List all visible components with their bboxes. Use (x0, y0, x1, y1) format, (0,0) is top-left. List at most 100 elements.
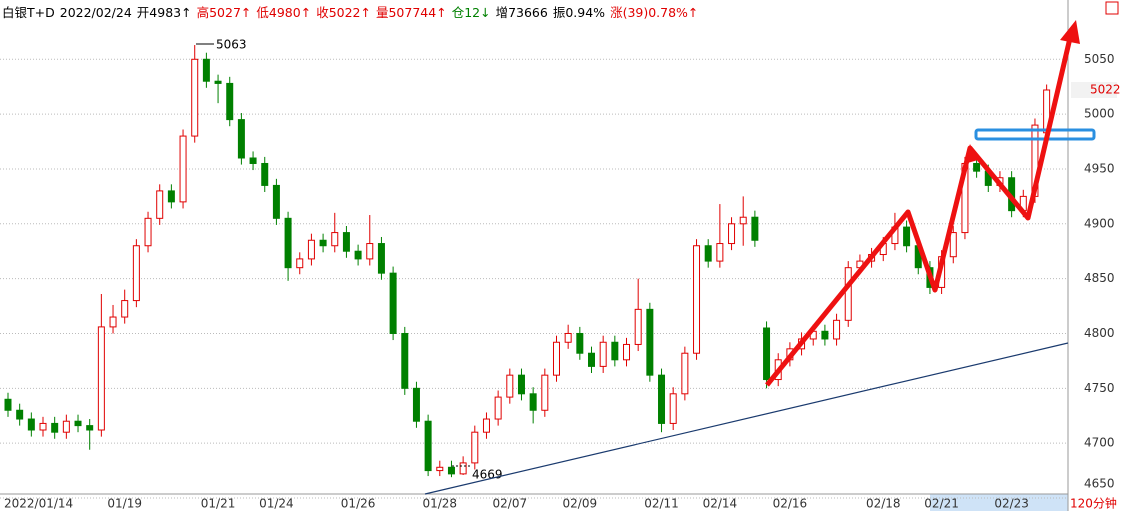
candle-body (109, 316, 117, 328)
y-tick-label: 4900 (1084, 216, 1115, 230)
candle-body (833, 319, 841, 340)
candle-body (506, 374, 514, 398)
candle-body (541, 374, 549, 411)
x-tick-label: 01/19 (107, 497, 142, 511)
header-item: 量507744↑ (375, 5, 447, 20)
x-tick-label: 02/23 (994, 497, 1029, 511)
candle-body (4, 398, 12, 411)
candle-body (646, 308, 654, 376)
candle-body (226, 82, 234, 121)
candle-body (669, 393, 677, 424)
annotation: 5063 (216, 38, 247, 52)
y-tick-label: 4800 (1084, 326, 1115, 340)
candle-body (494, 396, 502, 420)
candle-body (74, 420, 82, 427)
y-tick-label: 4700 (1084, 436, 1115, 450)
y-tick-label: 5000 (1084, 107, 1115, 121)
candle-body (482, 418, 490, 433)
candle-body (27, 418, 35, 431)
candle-body (517, 374, 525, 395)
y-tick-label: 4950 (1084, 161, 1115, 175)
candle-body (949, 232, 957, 258)
x-tick-label: 01/28 (422, 497, 457, 511)
candle-body (237, 119, 245, 159)
candle-body (214, 80, 222, 84)
candle-body (366, 243, 374, 260)
candle-body (296, 258, 304, 269)
candle-body (331, 232, 339, 247)
drawn-arrow (765, 37, 1073, 387)
header-item: 涨(39)0.78%↑ (610, 5, 699, 20)
candle-body (86, 425, 94, 431)
candle-body (681, 352, 689, 395)
y-tick-label: 4650 (1084, 477, 1115, 491)
candle-body (424, 420, 432, 472)
header-item: 白银T+D (2, 5, 55, 20)
header-item: 增73666 (495, 5, 548, 20)
candle-body (307, 239, 315, 260)
candle-body (132, 245, 140, 302)
candle-body (202, 58, 210, 82)
candle-body (903, 226, 911, 247)
candle-body (704, 245, 712, 262)
candle-body (51, 422, 59, 433)
candle-body (284, 217, 292, 269)
candle-body (576, 332, 584, 354)
candle-body (354, 250, 362, 260)
x-tick-label: 01/26 (341, 497, 376, 511)
x-tick-label: 02/11 (644, 497, 679, 511)
candle-body (564, 332, 572, 343)
highlight-box (974, 128, 1096, 141)
x-tick-label: 2022/01/14 (4, 497, 73, 511)
candle-body (599, 341, 607, 367)
candle-body (167, 190, 175, 203)
candle-body (401, 332, 409, 389)
header-item: 开4983↑ (136, 5, 192, 20)
candle-body (191, 58, 199, 137)
candle-body (716, 243, 724, 262)
candle-body (389, 272, 397, 334)
candle-body (447, 466, 455, 475)
candle-body (821, 330, 829, 340)
candle-body (412, 387, 420, 422)
candle-body (634, 308, 642, 345)
candle-body (319, 239, 327, 247)
candle-body (611, 341, 619, 361)
candle-body (261, 162, 269, 186)
x-tick-label: 02/14 (703, 497, 738, 511)
x-tick-label: 02/18 (866, 497, 901, 511)
header-item: 2022/02/24 (59, 5, 132, 20)
trend-line (424, 342, 1069, 495)
candle-body (728, 223, 736, 245)
candle-body (588, 352, 595, 367)
candle-body (529, 393, 537, 411)
x-tick-label: 01/21 (201, 497, 236, 511)
candle-body (436, 466, 444, 472)
period-label: 120分钟 (1070, 496, 1117, 511)
corner-icon[interactable] (1105, 1, 1119, 15)
candle-body (144, 217, 152, 247)
candle-body (62, 420, 70, 433)
candle-body (844, 267, 852, 321)
candle-body (739, 216, 747, 225)
candle-body (623, 343, 631, 361)
x-tick-label: 01/24 (259, 497, 294, 511)
candle-body (97, 326, 105, 431)
candle-body (156, 190, 164, 219)
y-tick-label: 5050 (1084, 52, 1115, 66)
header-item: 高5027↑ (196, 5, 252, 20)
candle-body (973, 162, 981, 172)
arrow-head (964, 144, 978, 164)
arrow-head (1060, 20, 1080, 44)
candle-body (658, 374, 666, 424)
x-tick-label: 02/21 (924, 497, 959, 511)
candle-body (121, 300, 129, 318)
candle-body (377, 243, 385, 274)
candle-body (272, 184, 280, 219)
x-tick-label: 02/09 (563, 497, 598, 511)
x-tick-label: 02/07 (493, 497, 528, 511)
x-tick-label: 02/16 (773, 497, 808, 511)
candle-body (459, 462, 467, 475)
